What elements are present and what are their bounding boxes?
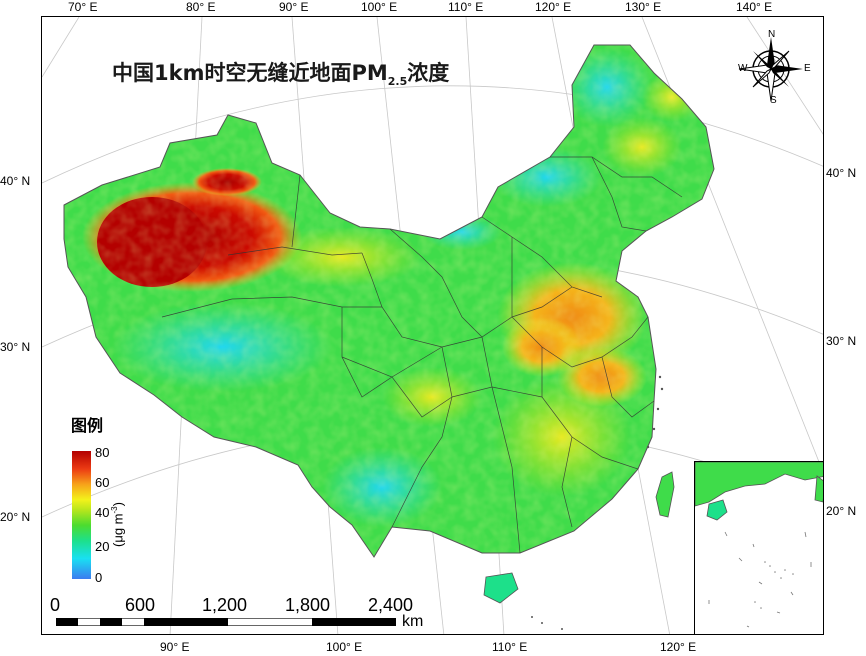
title-main: 中国1km时空无缝近地面PM [112,61,388,85]
south-china-sea-inset [694,461,823,634]
taiwan-island [655,471,675,518]
lat-label-left-40: 40° N [0,174,31,188]
lon-label-top-80: 80° E [186,0,216,14]
lat-label-right-30: 30° N [826,334,857,348]
compass-e-label: E [804,63,811,74]
legend-unit-main: (μg m [110,513,126,548]
hainan-island [483,572,519,604]
legend-title: 图例 [71,416,104,435]
map-frame: N S W E 中国1km时空无缝近地面PM2.5浓度 图例 80 60 40 … [41,16,824,635]
compass-rose [738,37,803,102]
scale-label-1200: 1,200 [202,595,248,615]
title-suffix: 浓度 [407,61,450,85]
legend-color-ramp [72,451,91,579]
province-boundaries [161,156,683,554]
legend-tick-80: 80 [95,445,110,460]
map-title: 中国1km时空无缝近地面PM2.5浓度 [112,57,449,88]
legend-unit: (μg m-3) [110,502,125,547]
lon-label-top-90: 90° E [279,0,309,14]
lon-label-bottom-100: 100° E [326,640,363,654]
scale-label-0: 0 [50,595,61,615]
lon-label-top-110: 110° E [448,0,484,14]
legend-unit-exp: -3 [110,506,119,514]
scale-bar [56,618,396,626]
lon-label-top-120: 120° E [535,0,572,14]
lat-label-right-20: 20° N [826,504,857,518]
lon-label-top-140: 140° E [736,0,773,14]
scale-unit: km [402,613,424,630]
lon-label-top-100: 100° E [361,0,398,14]
compass-w-label: W [738,63,748,74]
legend-tick-0: 0 [95,570,103,585]
coastal-islands [531,375,664,630]
legend-tick-20: 20 [95,539,110,554]
pm25-map [42,17,823,634]
scale-label-600: 600 [125,595,156,615]
legend-tick-40: 40 [95,505,110,520]
lon-label-bottom-110: 110° E [492,640,528,654]
lon-label-bottom-90: 90° E [160,640,190,654]
scale-label-2400: 2,400 [368,595,414,615]
lat-label-right-40: 40° N [826,166,857,180]
legend-unit-close: ) [110,502,126,507]
compass-n-label: N [768,29,776,40]
lon-label-top-130: 130° E [625,0,662,14]
legend-tick-60: 60 [95,475,110,490]
compass-s-label: S [770,95,777,106]
title-subscript: 2.5 [387,75,408,89]
lon-label-bottom-120: 120° E [660,640,697,654]
inset-map [695,462,823,628]
lon-label-top-70: 70° E [68,0,98,14]
scale-label-1800: 1,800 [285,595,331,615]
lat-label-left-30: 30° N [0,340,31,354]
lat-label-left-20: 20° N [0,510,31,524]
